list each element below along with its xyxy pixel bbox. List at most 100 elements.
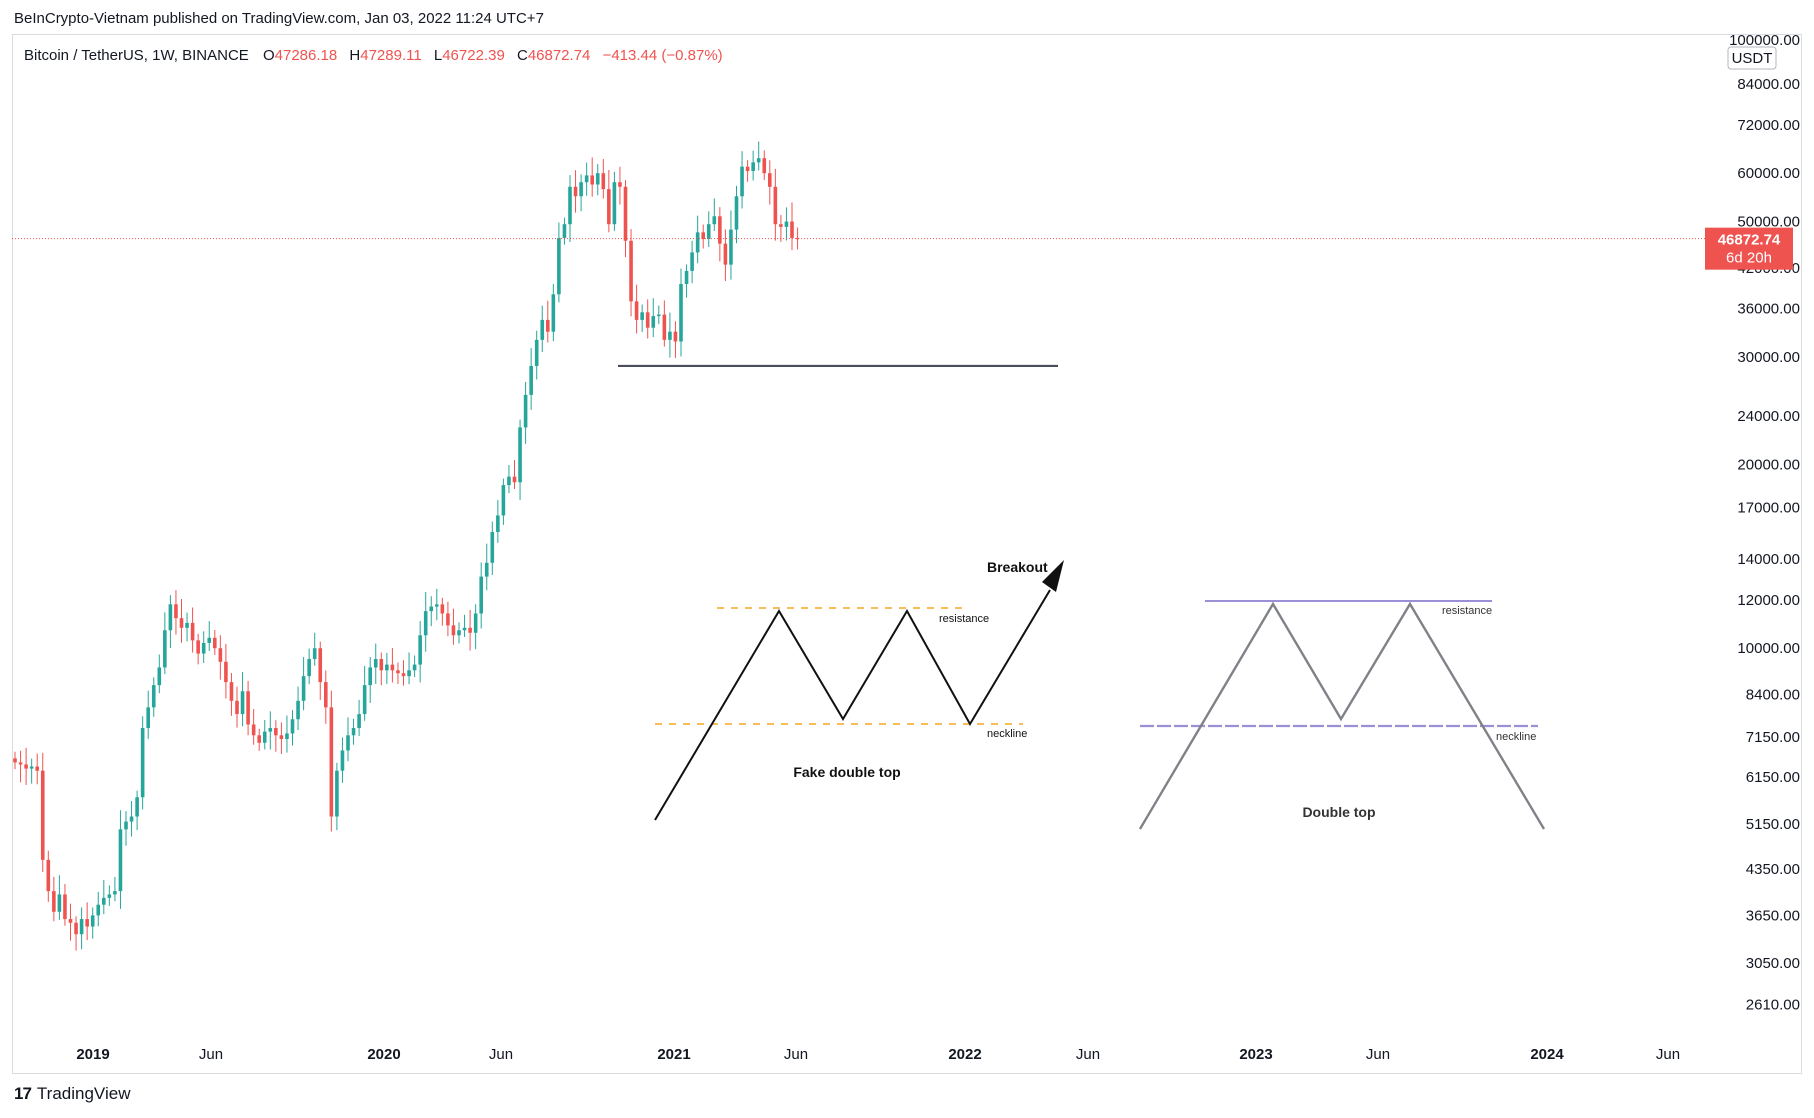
- candle: [68, 903, 73, 941]
- candle: [507, 464, 511, 494]
- time-tick-label: Jun: [784, 1046, 808, 1063]
- candle-body: [340, 750, 345, 771]
- candle-body: [235, 700, 239, 715]
- candle: [795, 227, 800, 250]
- price-tick-label: 60000.00: [1737, 165, 1800, 182]
- candle-body: [257, 735, 261, 743]
- candle: [246, 680, 250, 736]
- candle-body: [773, 186, 778, 225]
- candle: [490, 521, 495, 576]
- candle-body: [40, 770, 45, 860]
- candle: [412, 655, 417, 678]
- candle-body: [568, 186, 572, 225]
- candle-body: [484, 562, 489, 577]
- candle: [96, 891, 101, 927]
- candle-body: [740, 166, 744, 197]
- price-tick-label: 30000.00: [1737, 349, 1800, 366]
- candle: [640, 304, 644, 333]
- candle-body: [618, 182, 622, 187]
- tradingview-footer[interactable]: 17 TradingView: [14, 1084, 130, 1104]
- candle-body: [102, 897, 106, 905]
- candle: [174, 590, 178, 635]
- time-tick-label: 2022: [948, 1046, 981, 1063]
- candle-body: [46, 859, 51, 892]
- candle: [229, 672, 234, 716]
- candle-body: [468, 627, 472, 633]
- candle: [357, 699, 361, 737]
- candle: [557, 222, 561, 303]
- candle: [784, 207, 789, 241]
- candle-body: [124, 821, 128, 830]
- candle-body: [390, 664, 395, 671]
- candle: [129, 801, 134, 837]
- candle-body: [429, 606, 434, 612]
- candle-body: [140, 728, 145, 798]
- price-tick-label: 72000.00: [1737, 117, 1800, 134]
- candle-body: [357, 714, 361, 729]
- fake-double-top-path: [654, 589, 1051, 821]
- candle: [190, 607, 195, 653]
- candle: [662, 300, 667, 347]
- time-tick-label: 2019: [76, 1046, 109, 1063]
- price-tick-label: 4350.00: [1746, 861, 1800, 878]
- candle: [579, 174, 583, 212]
- candle: [285, 715, 289, 753]
- candle: [440, 597, 445, 626]
- candle-body: [473, 613, 478, 633]
- candle-body: [251, 724, 256, 736]
- candle: [274, 720, 278, 752]
- candle: [296, 686, 300, 731]
- candle-body: [662, 314, 667, 340]
- candle: [734, 185, 739, 244]
- candle: [185, 612, 189, 642]
- symbol-legend[interactable]: Bitcoin / TetherUS, 1W, BINANCE O47286.1…: [24, 47, 731, 64]
- time-tick-label: 2023: [1239, 1046, 1272, 1063]
- fake-pattern-title: Fake double top: [793, 764, 900, 780]
- candle-body: [551, 294, 556, 332]
- candle-body: [590, 175, 594, 185]
- candle-body: [274, 728, 278, 736]
- candle: [163, 612, 167, 675]
- candle-body: [540, 319, 545, 340]
- candle-body: [85, 919, 89, 927]
- candle: [52, 876, 56, 922]
- candle: [196, 633, 200, 665]
- candle-body: [296, 700, 300, 720]
- candle-body: [163, 630, 167, 668]
- candle-body: [579, 182, 583, 197]
- candle-body: [573, 186, 578, 197]
- candle-body: [179, 618, 184, 628]
- candle-body: [107, 894, 112, 898]
- candle: [207, 621, 212, 652]
- candle: [618, 166, 622, 205]
- candle: [584, 162, 589, 196]
- time-tick-label: Jun: [199, 1046, 223, 1063]
- published-by-text: BeInCrypto-Vietnam published on TradingV…: [14, 10, 544, 27]
- candle-body: [695, 232, 700, 253]
- price-tick-label: 36000.00: [1737, 301, 1800, 318]
- candle: [462, 614, 467, 637]
- candle-body: [285, 733, 289, 739]
- candle: [540, 305, 545, 353]
- candle: [107, 885, 112, 906]
- candle-body: [762, 158, 767, 174]
- candle-body: [324, 682, 328, 708]
- candle: [224, 643, 228, 699]
- candle: [146, 690, 150, 739]
- candle: [695, 215, 700, 264]
- candle-body: [307, 659, 311, 677]
- candle: [435, 588, 439, 621]
- price-tick-label: 3050.00: [1746, 955, 1800, 972]
- candle: [690, 240, 694, 284]
- candle: [673, 321, 678, 358]
- candle-body: [207, 637, 212, 643]
- candle: [140, 716, 145, 810]
- candle-body: [262, 731, 267, 743]
- candle-body: [346, 735, 350, 751]
- candle-body: [790, 221, 794, 238]
- time-tick-label: Jun: [1076, 1046, 1100, 1063]
- candle-body: [723, 243, 728, 265]
- candle-body: [74, 922, 78, 935]
- price-tick-label: 7150.00: [1746, 729, 1800, 746]
